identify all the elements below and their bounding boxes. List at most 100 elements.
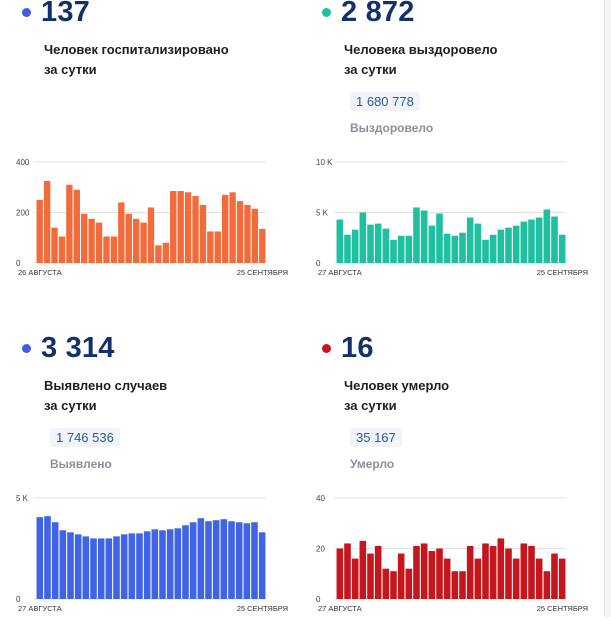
bar [528, 545, 535, 599]
y-tick-label: 0 [316, 259, 321, 268]
total-chip: 1 746 536 [50, 428, 120, 447]
bar [244, 204, 251, 263]
bar [51, 227, 58, 263]
bar [466, 545, 474, 599]
y-tick-label: 10 K [316, 158, 333, 167]
bar [197, 518, 205, 599]
y-tick-label: 400 [16, 158, 30, 167]
bar [382, 228, 390, 263]
bar [51, 522, 59, 599]
bar [436, 548, 443, 599]
bar [170, 191, 177, 263]
bar [428, 551, 436, 599]
x-end-label: 25 СЕНТЯБРЯ [237, 268, 288, 277]
caption: Человек госпитализировано за сутки [44, 40, 274, 80]
caption-line2: за сутки [44, 62, 97, 77]
bar [74, 534, 82, 599]
bar [359, 212, 367, 263]
bar [397, 553, 405, 599]
chart-svg: 5 K 027 АВГУСТА 25 СЕНТЯБРЯ [16, 494, 288, 613]
bar [143, 531, 151, 599]
y-tick-label: 0 [16, 595, 21, 604]
bar [382, 568, 390, 599]
bar [390, 239, 397, 263]
total-chip: 35 167 [350, 428, 402, 447]
caption-line1: Выявлено случаев [44, 378, 168, 393]
bar [189, 522, 197, 599]
stat-panel-recovered: 2 872 Человека выздоровело за сутки 1 68… [300, 0, 590, 300]
bar [251, 208, 259, 263]
bar [66, 184, 73, 263]
bar [551, 216, 558, 263]
bar [558, 234, 566, 263]
bar [367, 224, 374, 263]
bar [420, 543, 428, 599]
chart-svg: 10 K 5 K 027 АВГУСТА 25 СЕНТЯБРЯ [316, 158, 588, 277]
y-tick-label: 40 [316, 494, 325, 503]
bar [207, 231, 214, 263]
bar [243, 523, 251, 599]
bar [90, 538, 97, 599]
stat-panel-hospitalized: 137 Человек госпитализировано за сутки 4… [0, 0, 290, 300]
bar [120, 534, 128, 599]
caption-line1: Человек умерло [344, 378, 450, 393]
right-scroll-strip [604, 0, 611, 617]
bar [177, 191, 184, 263]
headline: 16 [322, 330, 374, 366]
bar [220, 519, 228, 599]
bar [128, 533, 136, 599]
bar [344, 543, 351, 599]
bar [88, 218, 95, 263]
caption-line2: за сутки [344, 62, 397, 77]
caption: Человек умерло за сутки [344, 376, 574, 416]
bar [351, 558, 359, 599]
bar [558, 558, 566, 599]
bar [58, 236, 66, 263]
y-tick-label: 0 [16, 259, 21, 268]
headline: 2 872 [322, 0, 415, 30]
bar [459, 571, 466, 599]
total-label: Выздоровело [350, 121, 434, 135]
bar [497, 538, 505, 599]
bar [520, 221, 528, 263]
daily-value: 3 314 [41, 331, 115, 364]
bar [443, 558, 451, 599]
bar [184, 192, 192, 263]
bar [413, 545, 420, 599]
bar [95, 222, 103, 263]
bar [147, 207, 155, 263]
bar [413, 207, 420, 263]
bar [374, 545, 382, 599]
bar [229, 192, 236, 263]
bar [132, 218, 140, 263]
bar [43, 180, 51, 263]
y-tick-label: 200 [16, 209, 30, 218]
bar [520, 543, 528, 599]
bar [505, 548, 512, 599]
series-dot [22, 343, 31, 353]
y-tick-label: 0 [316, 595, 321, 604]
bar [405, 235, 413, 263]
bar [251, 522, 258, 599]
bar [543, 571, 551, 599]
bar [103, 236, 110, 263]
bar [528, 219, 535, 263]
headline: 3 314 [22, 330, 115, 366]
bar [374, 223, 382, 263]
bar [336, 219, 344, 263]
total-chip: 1 680 778 [350, 92, 420, 111]
bar [367, 553, 374, 599]
bar [420, 210, 428, 263]
bar [474, 558, 482, 599]
bar [125, 213, 132, 263]
bar [199, 204, 207, 263]
bar [73, 189, 80, 263]
bar [155, 245, 162, 263]
bar [459, 232, 466, 263]
series-dot [322, 7, 331, 17]
x-start-label: 27 АВГУСТА [318, 604, 362, 613]
bar [512, 558, 520, 599]
bar [482, 239, 489, 263]
x-start-label: 27 АВГУСТА [18, 604, 62, 613]
total-label: Умерло [350, 457, 395, 471]
